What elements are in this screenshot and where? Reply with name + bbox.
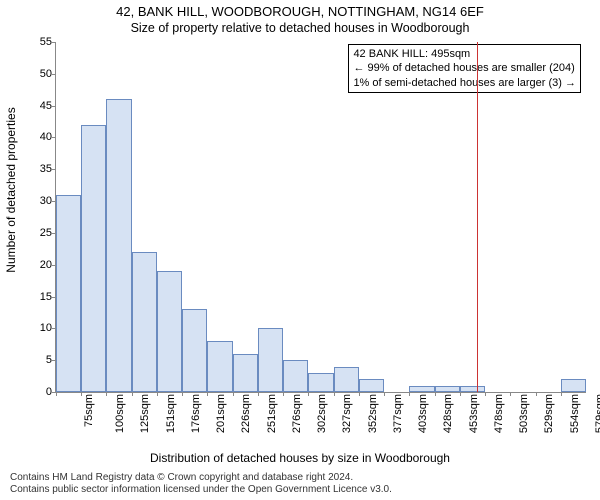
x-tick-label: 428sqm <box>442 394 454 433</box>
x-tick-label: 100sqm <box>114 394 126 433</box>
chart-title: 42, BANK HILL, WOODBOROUGH, NOTTINGHAM, … <box>0 4 600 19</box>
x-tick-label: 327sqm <box>342 394 354 433</box>
x-tick-label: 453sqm <box>468 394 480 433</box>
x-axis-label: Distribution of detached houses by size … <box>0 451 600 465</box>
x-tick-label: 352sqm <box>367 394 379 433</box>
y-tick-mark <box>52 106 56 107</box>
y-tick-label: 15 <box>40 291 52 303</box>
x-tick-mark <box>384 392 385 396</box>
annotation-line-3: 1% of semi-detached houses are larger (3… <box>353 76 576 90</box>
x-tick-mark <box>132 392 133 396</box>
y-tick-label: 45 <box>40 100 52 112</box>
histogram-bar <box>460 386 485 392</box>
x-tick-mark <box>561 392 562 396</box>
x-tick-mark <box>334 392 335 396</box>
x-tick-label: 251sqm <box>266 394 278 433</box>
x-tick-label: 529sqm <box>543 394 555 433</box>
x-tick-label: 176sqm <box>190 394 202 433</box>
chart-subtitle: Size of property relative to detached ho… <box>0 21 600 35</box>
y-tick-mark <box>52 74 56 75</box>
x-tick-label: 302sqm <box>316 394 328 433</box>
y-tick-mark <box>52 42 56 43</box>
x-tick-mark <box>409 392 410 396</box>
x-tick-label: 226sqm <box>241 394 253 433</box>
marker-line <box>477 42 478 392</box>
histogram-bar <box>308 373 333 392</box>
x-tick-label: 151sqm <box>165 394 177 433</box>
y-tick-label: 40 <box>40 131 52 143</box>
x-tick-label: 478sqm <box>493 394 505 433</box>
y-tick-label: 10 <box>40 322 52 334</box>
y-tick-mark <box>52 137 56 138</box>
x-tick-mark <box>536 392 537 396</box>
y-tick-mark <box>52 360 56 361</box>
y-tick-label: 35 <box>40 163 52 175</box>
x-tick-mark <box>233 392 234 396</box>
x-tick-mark <box>106 392 107 396</box>
y-axis-label: Number of detached properties <box>4 0 18 420</box>
histogram-bar <box>359 379 384 392</box>
histogram-bar <box>81 125 106 392</box>
y-tick-label: 20 <box>40 259 52 271</box>
x-tick-label: 554sqm <box>569 394 581 433</box>
histogram-bar <box>132 252 157 392</box>
x-tick-mark <box>485 392 486 396</box>
histogram-bar <box>106 99 131 392</box>
y-tick-mark <box>52 328 56 329</box>
histogram-bar <box>435 386 460 392</box>
histogram-bar <box>409 386 434 392</box>
x-tick-mark <box>460 392 461 396</box>
marker-annotation: 42 BANK HILL: 495sqm ← 99% of detached h… <box>348 44 581 93</box>
y-tick-mark <box>52 169 56 170</box>
histogram-bar <box>56 195 81 392</box>
histogram-bar <box>283 360 308 392</box>
y-tick-mark <box>52 233 56 234</box>
footer-line-1: Contains HM Land Registry data © Crown c… <box>10 472 392 484</box>
histogram-bar <box>561 379 586 392</box>
x-tick-label: 503sqm <box>518 394 530 433</box>
plot-area: 42 BANK HILL: 495sqm ← 99% of detached h… <box>55 42 586 393</box>
x-tick-mark <box>283 392 284 396</box>
histogram-bar <box>233 354 258 392</box>
x-tick-mark <box>81 392 82 396</box>
x-tick-mark <box>435 392 436 396</box>
y-tick-label: 50 <box>40 68 52 80</box>
x-tick-mark <box>258 392 259 396</box>
x-tick-mark <box>308 392 309 396</box>
annotation-line-1: 42 BANK HILL: 495sqm <box>353 47 576 61</box>
y-tick-label: 55 <box>40 36 52 48</box>
x-tick-label: 276sqm <box>291 394 303 433</box>
y-tick-label: 30 <box>40 195 52 207</box>
x-tick-mark <box>359 392 360 396</box>
y-tick-mark <box>52 265 56 266</box>
histogram-bar <box>157 271 182 392</box>
y-tick-mark <box>52 201 56 202</box>
histogram-bar <box>182 309 207 392</box>
annotation-line-2: ← 99% of detached houses are smaller (20… <box>353 61 576 75</box>
x-tick-label: 75sqm <box>83 394 95 427</box>
x-tick-mark <box>157 392 158 396</box>
x-tick-label: 125sqm <box>140 394 152 433</box>
x-tick-label: 201sqm <box>215 394 227 433</box>
x-tick-label: 403sqm <box>417 394 429 433</box>
x-tick-mark <box>207 392 208 396</box>
x-tick-mark <box>182 392 183 396</box>
histogram-bar <box>334 367 359 392</box>
chart-container: 42, BANK HILL, WOODBOROUGH, NOTTINGHAM, … <box>0 0 600 500</box>
histogram-bar <box>207 341 232 392</box>
x-tick-mark <box>56 392 57 396</box>
histogram-bar <box>258 328 283 392</box>
x-tick-label: 377sqm <box>392 394 404 433</box>
y-tick-mark <box>52 297 56 298</box>
x-tick-label: 579sqm <box>594 394 600 433</box>
footer-line-2: Contains public sector information licen… <box>10 484 392 496</box>
x-tick-mark <box>510 392 511 396</box>
y-tick-label: 25 <box>40 227 52 239</box>
footer-attribution: Contains HM Land Registry data © Crown c… <box>10 472 392 496</box>
